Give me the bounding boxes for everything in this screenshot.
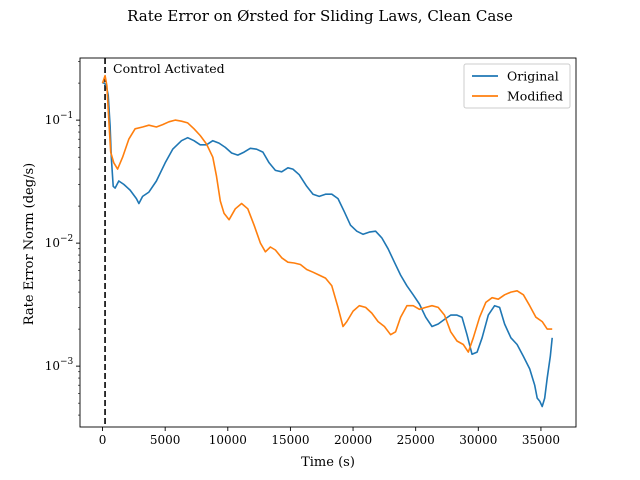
series-line-original [102, 82, 553, 408]
y-tick-label: 10 [45, 236, 60, 250]
y-tick-exponent: −2 [60, 234, 73, 244]
plot-frame [79, 57, 577, 428]
legend: Original Modified [463, 63, 571, 109]
plot-area: Control Activated [101, 58, 553, 427]
y-tick-exponent: −1 [60, 111, 73, 121]
y-tick-exponent: −3 [60, 357, 74, 367]
x-tick-label: 5000 [150, 433, 181, 447]
control-activated-label: Control Activated [113, 61, 225, 76]
x-tick-label: 15000 [271, 433, 309, 447]
y-tick-label: 10 [45, 113, 60, 127]
x-tick-label: 0 [99, 433, 107, 447]
x-axis-label: Time (s) [301, 455, 355, 470]
legend-label-original: Original [507, 69, 559, 84]
x-tick-label: 10000 [209, 433, 247, 447]
series-line-modified [101, 74, 553, 353]
legend-label-modified: Modified [507, 89, 563, 104]
chart-title: Rate Error on Ørsted for Sliding Laws, C… [127, 7, 513, 25]
y-axis-label: Rate Error Norm (deg/s) [22, 163, 37, 325]
y-tick-label: 10 [45, 359, 60, 373]
x-tick-label: 30000 [459, 433, 497, 447]
x-tick-label: 20000 [334, 433, 372, 447]
x-tick-label: 35000 [522, 433, 560, 447]
legend-box [463, 63, 571, 109]
x-tick-label: 25000 [397, 433, 435, 447]
